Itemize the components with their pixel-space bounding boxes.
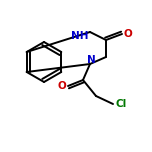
Text: O: O — [57, 81, 66, 91]
Text: N: N — [87, 55, 95, 65]
Text: NH: NH — [71, 31, 89, 41]
Text: Cl: Cl — [115, 99, 126, 109]
Text: O: O — [124, 29, 133, 39]
